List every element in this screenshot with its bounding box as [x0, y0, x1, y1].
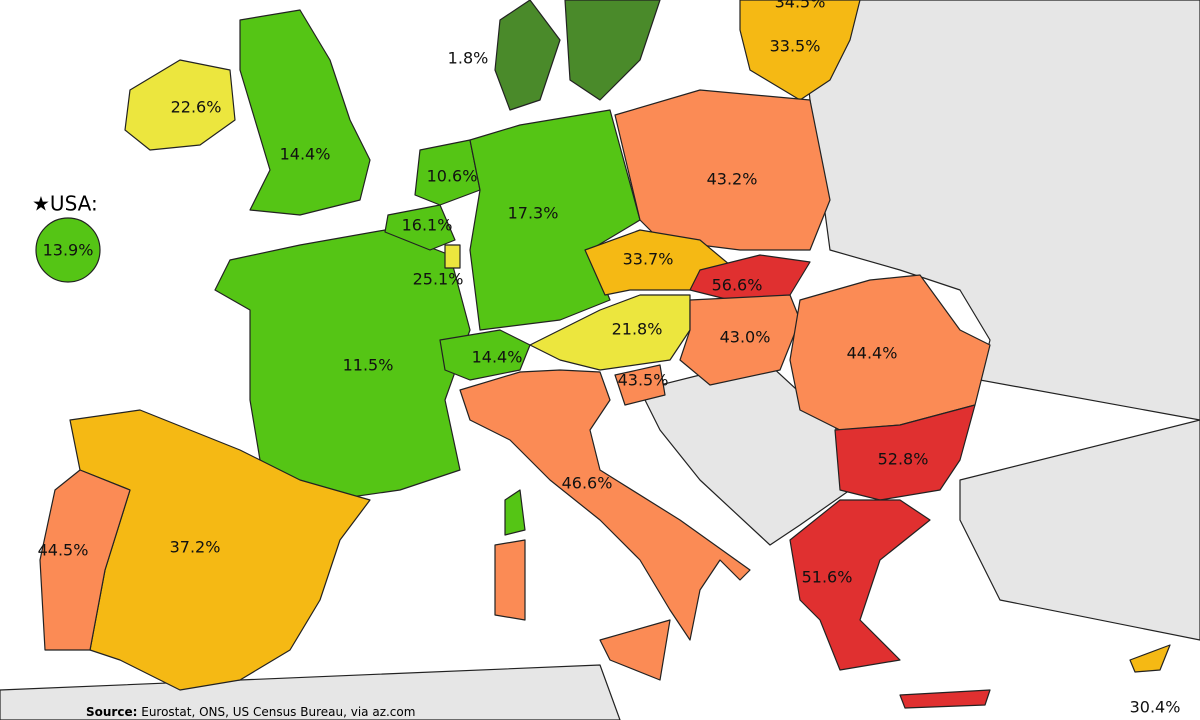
region-label: 37.2% — [170, 538, 221, 557]
land — [959, 419, 1200, 641]
region-label: 30.4% — [1130, 698, 1181, 717]
region-label: 51.6% — [802, 568, 853, 587]
country — [384, 204, 456, 251]
region-label: 33.7% — [623, 250, 674, 269]
country — [494, 539, 526, 621]
country — [504, 489, 526, 536]
region-label: 10.6% — [427, 167, 478, 186]
country — [564, 0, 661, 101]
source-text: Eurostat, ONS, US Census Bureau, via az.… — [141, 705, 415, 719]
region-label: 43.2% — [707, 170, 758, 189]
country — [444, 244, 461, 269]
country — [614, 89, 831, 251]
region-label: 16.1% — [402, 216, 453, 235]
region-label: 34.5% — [775, 0, 826, 12]
region-label: 21.8% — [612, 320, 663, 339]
region-label: 25.1% — [413, 270, 464, 289]
country — [679, 294, 801, 386]
country — [834, 404, 976, 501]
country — [899, 689, 991, 709]
region-label: 44.4% — [847, 344, 898, 363]
country — [439, 329, 531, 381]
usa-value: 13.9% — [43, 241, 94, 260]
country — [239, 9, 371, 216]
country — [414, 139, 481, 206]
usa-marker — [35, 217, 101, 283]
land — [0, 664, 621, 720]
country — [599, 619, 671, 681]
region-label: 33.5% — [770, 37, 821, 56]
region-label: 22.6% — [171, 98, 222, 117]
region-label: 17.3% — [508, 204, 559, 223]
country — [494, 0, 561, 111]
region-label: 1.8% — [448, 49, 489, 68]
country — [1129, 644, 1171, 673]
usa-label: ★USA: — [32, 192, 98, 216]
region-label: 44.5% — [38, 541, 89, 560]
country — [124, 59, 236, 151]
country — [614, 364, 666, 406]
region-label: 43.5% — [618, 371, 669, 390]
region-label: 43.0% — [720, 328, 771, 347]
region-label: 52.8% — [878, 450, 929, 469]
country — [459, 369, 751, 641]
country — [39, 469, 131, 651]
source: Source: Eurostat, ONS, US Census Bureau,… — [86, 705, 415, 719]
country — [739, 0, 861, 101]
region-label: 11.5% — [343, 356, 394, 375]
region-label: 56.6% — [712, 276, 763, 295]
region-label: 46.6% — [562, 474, 613, 493]
region-label: 14.4% — [280, 145, 331, 164]
region-label: 14.4% — [472, 348, 523, 367]
country — [789, 499, 931, 671]
source-label: Source: — [86, 705, 137, 719]
